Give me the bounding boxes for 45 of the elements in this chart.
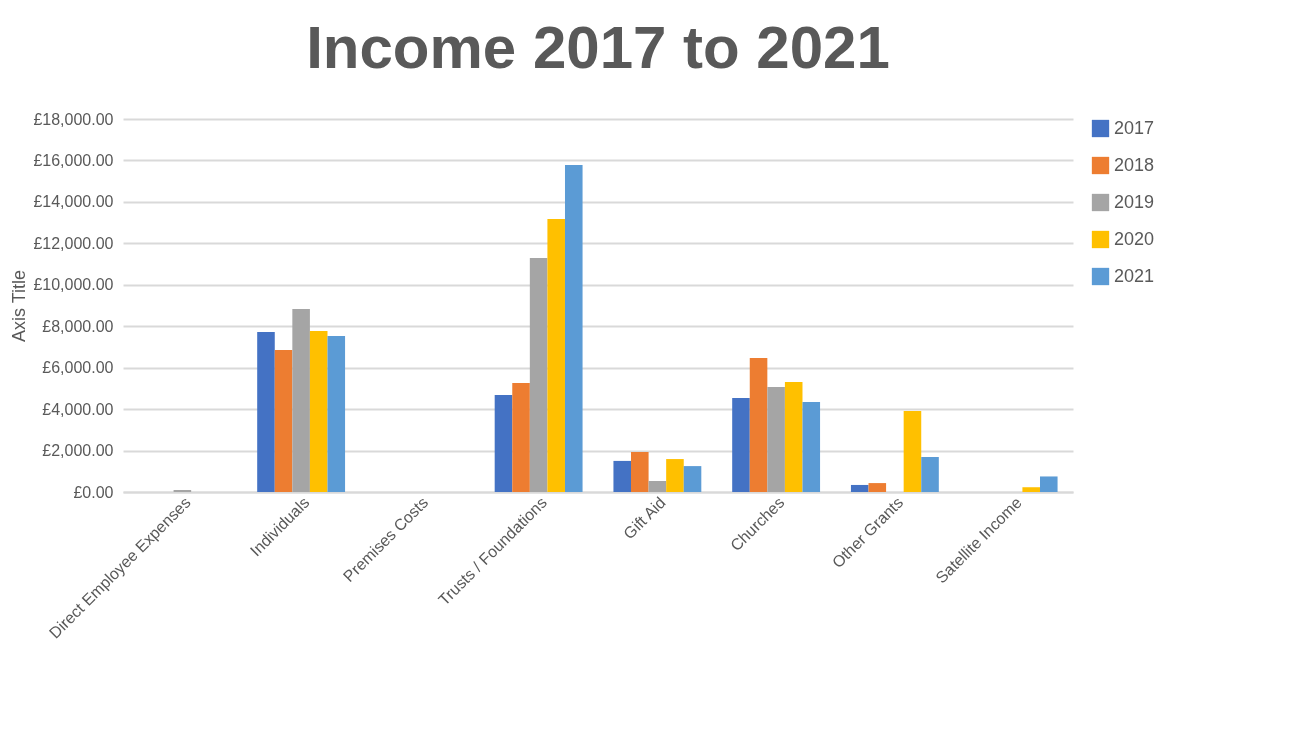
y-tick-label: £6,000.00 [42,359,114,377]
bar [802,402,821,492]
bar [784,381,803,492]
bar [631,452,649,492]
bar [529,258,548,492]
bar [850,484,869,492]
y-tick-label: £4,000.00 [42,400,114,418]
bar [292,309,310,492]
y-tick-label: £0.00 [73,483,114,501]
bar [257,332,275,492]
y-tick-label: £12,000.00 [33,234,114,252]
legend-label: 2018 [1114,154,1155,175]
bar [1022,487,1040,492]
legend-label: 2020 [1114,228,1155,249]
legend-label: 2021 [1114,265,1155,286]
bar [1039,476,1058,492]
bar [547,218,565,492]
y-tick-label: £8,000.00 [42,317,114,335]
bar [494,395,513,492]
bar [767,386,785,492]
y-axis-title: Axis Title [9,269,30,343]
bar [274,350,293,492]
bar [868,483,887,492]
bar [683,466,702,492]
bar [666,459,684,492]
y-tick-label: £10,000.00 [33,276,114,294]
bar [173,489,192,492]
bar [309,330,328,492]
bar [921,456,939,492]
bar [648,481,667,492]
y-tick-label: £2,000.00 [42,442,114,460]
bar [327,335,346,492]
bar [732,397,750,492]
legend-label: 2017 [1114,117,1155,138]
bar [749,357,768,492]
y-tick-label: £16,000.00 [33,151,114,169]
bar [903,410,922,492]
y-tick-label: £18,000.00 [33,110,114,128]
bar [613,460,632,492]
legend-label: 2019 [1114,191,1155,212]
bar [512,383,530,492]
chart-title: Income 2017 to 2021 [306,14,890,81]
x-tick-label: Gift Aid [620,493,669,543]
bar [564,165,583,492]
y-tick-label: £14,000.00 [33,193,114,211]
